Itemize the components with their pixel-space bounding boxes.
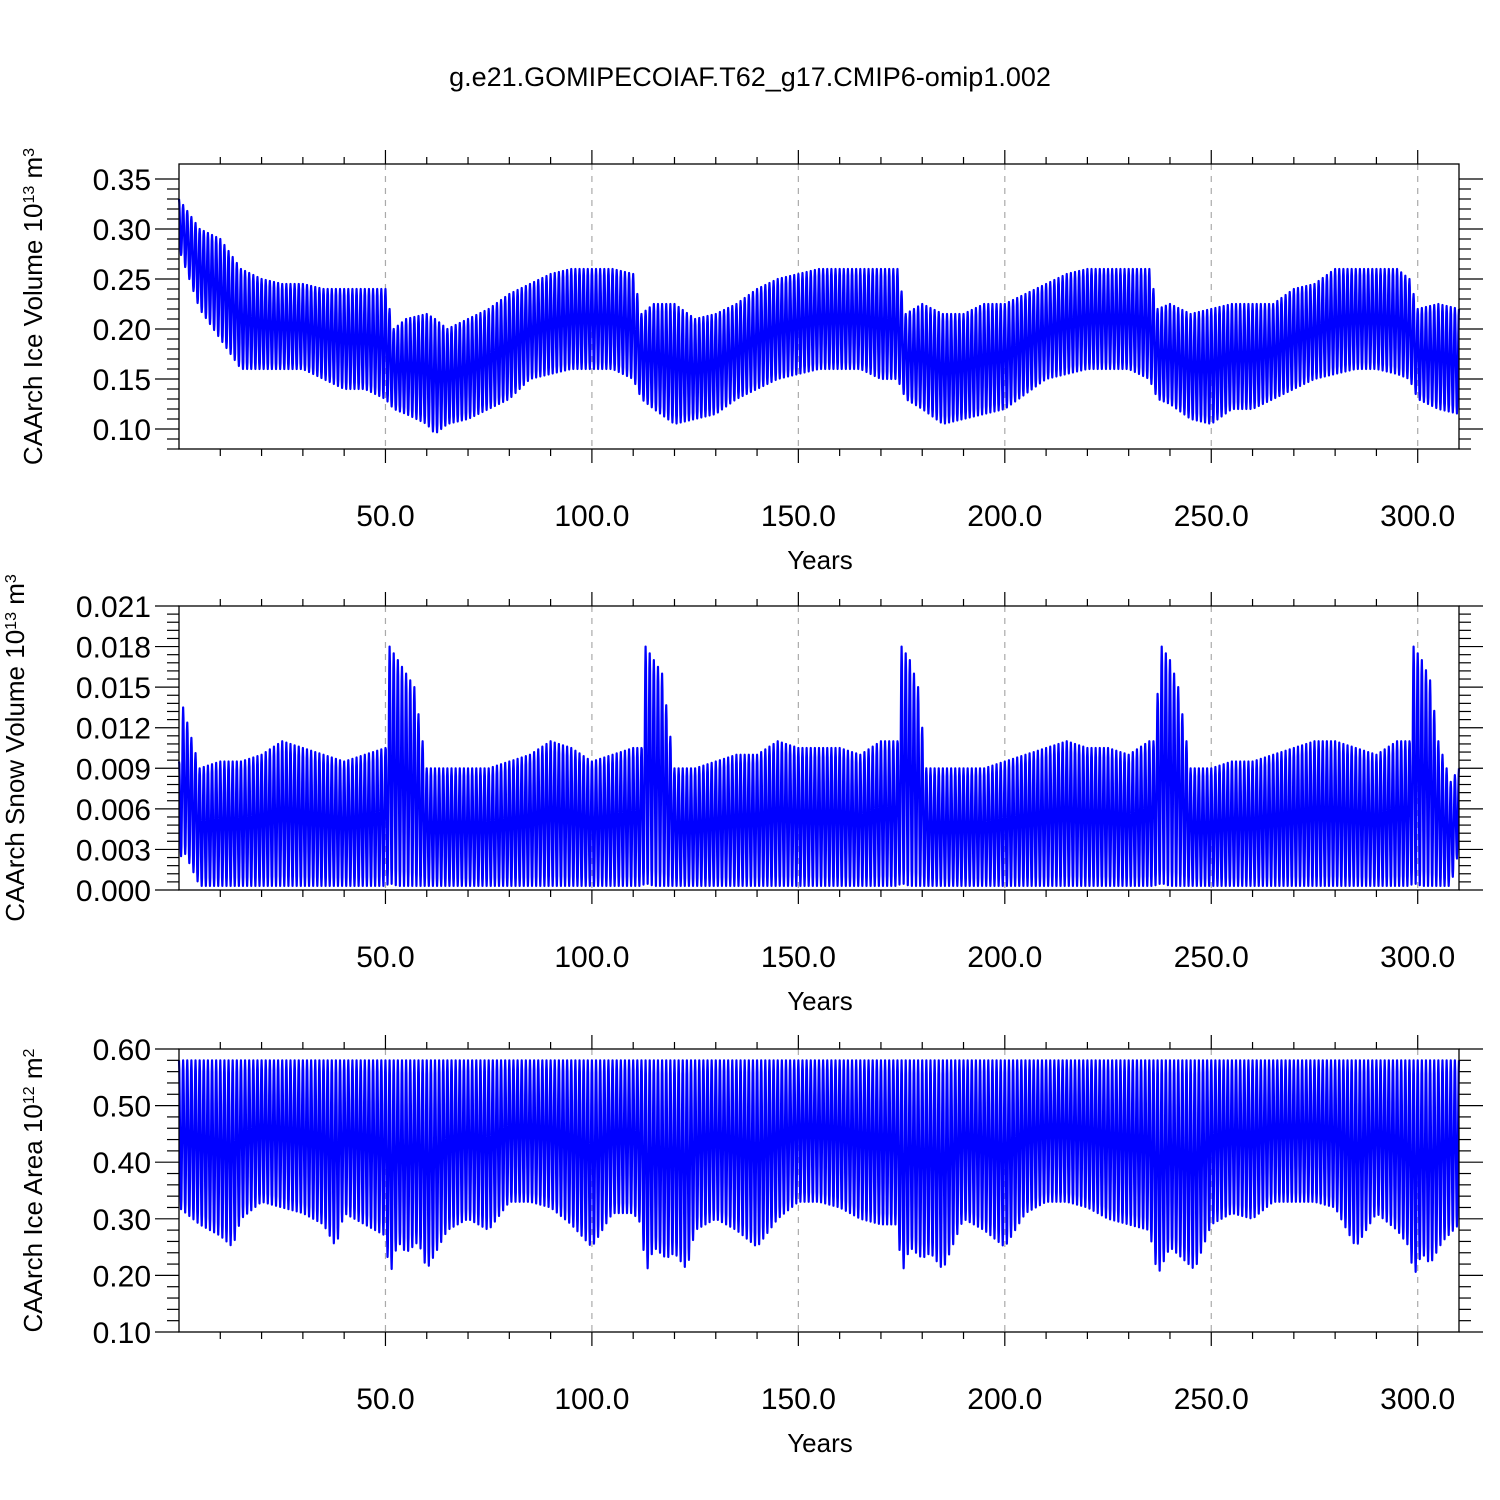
- x-tick-label: 100.0: [554, 1383, 629, 1416]
- series-line-0: [177, 1059, 1461, 1273]
- x-tick-label: 200.0: [967, 500, 1042, 533]
- y-tick-label: 0.015: [76, 672, 151, 705]
- x-tick-label: 50.0: [356, 500, 414, 533]
- y-tick-label: 0.35: [93, 164, 151, 197]
- y-tick-label: 0.15: [93, 364, 151, 397]
- y-tick-label: 0.006: [76, 794, 151, 827]
- y-axis-title: CAArch Ice Volume 1013 m3: [18, 148, 48, 465]
- series-line-0: [177, 645, 1461, 888]
- x-tick-label: 300.0: [1380, 1383, 1455, 1416]
- x-tick-label: 250.0: [1174, 1383, 1249, 1416]
- x-tick-label: 300.0: [1380, 500, 1455, 533]
- x-tick-label: 300.0: [1380, 941, 1455, 974]
- y-tick-label: 0.000: [76, 875, 151, 908]
- x-tick-label: 250.0: [1174, 500, 1249, 533]
- y-tick-label: 0.003: [76, 834, 151, 867]
- y-tick-label: 0.50: [93, 1091, 151, 1124]
- plot-frame: [178, 1048, 1460, 1333]
- x-tick-label: 150.0: [761, 1383, 836, 1416]
- x-tick-label: 50.0: [356, 941, 414, 974]
- y-tick-label: 0.021: [76, 591, 151, 624]
- y-tick-label: 0.009: [76, 753, 151, 786]
- x-tick-label: 50.0: [356, 1383, 414, 1416]
- y-tick-label: 0.10: [93, 414, 151, 447]
- y-tick-label: 0.10: [93, 1317, 151, 1350]
- plot-frame: [178, 605, 1460, 891]
- y-axis-title: CAArch Snow Volume 1013 m3: [0, 574, 30, 922]
- x-tick-label: 200.0: [967, 1383, 1042, 1416]
- y-tick-label: 0.20: [93, 1260, 151, 1293]
- y-tick-label: 0.012: [76, 713, 151, 746]
- series-line-0: [177, 198, 1461, 434]
- y-tick-label: 0.25: [93, 264, 151, 297]
- chart-title: g.e21.GOMIPECOIAF.T62_g17.CMIP6-omip1.00…: [449, 62, 1051, 92]
- y-tick-label: 0.40: [93, 1147, 151, 1180]
- x-tick-label: 150.0: [761, 941, 836, 974]
- y-axis-title: CAArch Ice Area 1012 m2: [18, 1048, 48, 1332]
- x-tick-label: 150.0: [761, 500, 836, 533]
- y-tick-label: 0.30: [93, 214, 151, 247]
- x-axis-title: Years: [787, 1428, 853, 1458]
- y-tick-label: 0.20: [93, 314, 151, 347]
- ice-volume-panel: 50.0 100.0 150.0 200.0 250.0 300.0 0.10 0.15 0.2…: [18, 148, 1483, 575]
- snow-volume-panel: 50.0 100.0 150.0 200.0 250.0 300.0 0.000 0.003 0…: [0, 574, 1483, 1016]
- plot-frame: [178, 163, 1460, 450]
- ice-area-panel: 50.0 100.0 150.0 200.0 250.0 300.0 0.10 0.20 0.3…: [18, 1034, 1483, 1458]
- y-tick-label: 0.018: [76, 632, 151, 665]
- y-tick-label: 0.30: [93, 1204, 151, 1237]
- x-tick-label: 200.0: [967, 941, 1042, 974]
- x-axis-title: Years: [787, 986, 853, 1016]
- x-tick-label: 100.0: [554, 941, 629, 974]
- x-tick-label: 100.0: [554, 500, 629, 533]
- y-tick-label: 0.60: [93, 1034, 151, 1067]
- x-tick-label: 250.0: [1174, 941, 1249, 974]
- x-axis-title: Years: [787, 545, 853, 575]
